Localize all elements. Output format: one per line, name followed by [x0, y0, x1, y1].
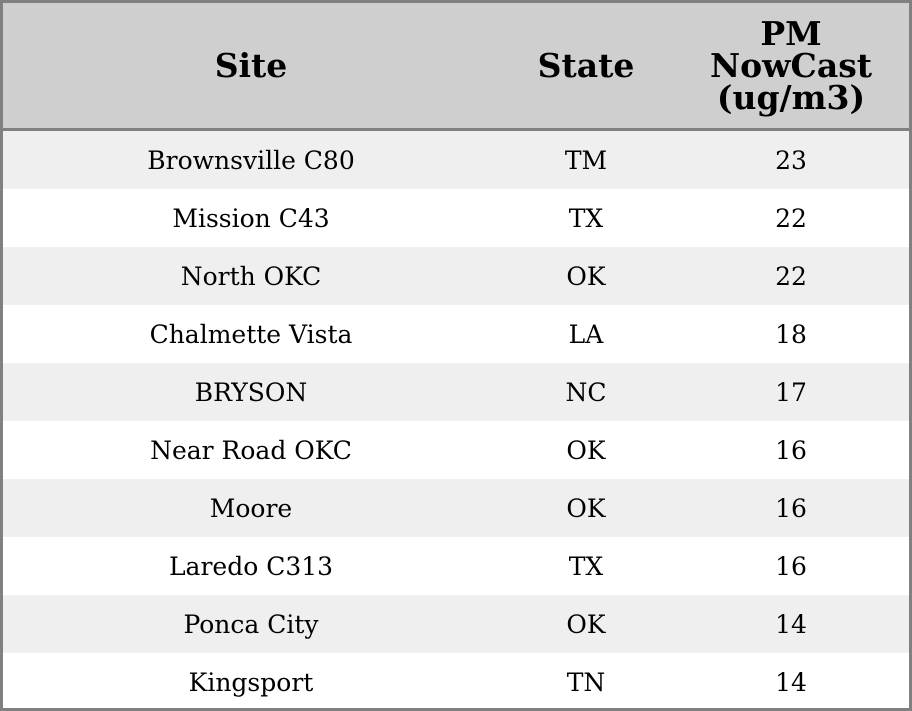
site-cell: Laredo C313	[3, 537, 499, 595]
state-cell: TN	[499, 653, 673, 708]
value-cell: 14	[673, 595, 909, 653]
value-cell: 17	[673, 363, 909, 421]
state-cell: OK	[499, 479, 673, 537]
state-cell: OK	[499, 421, 673, 479]
value-cell: 18	[673, 305, 909, 363]
value-cell: 16	[673, 537, 909, 595]
site-cell: Near Road OKC	[3, 421, 499, 479]
table-body: Brownsville C80 TM 23 Mission C43 TX 22 …	[3, 129, 909, 708]
table-row: Ponca City OK 14	[3, 595, 909, 653]
site-cell: Brownsville C80	[3, 129, 499, 189]
table-row: Laredo C313 TX 16	[3, 537, 909, 595]
value-cell: 16	[673, 421, 909, 479]
pm-nowcast-table: Site State PM NowCast (ug/m3) Brownsvill…	[3, 3, 909, 708]
state-cell: OK	[499, 595, 673, 653]
table-row: Near Road OKC OK 16	[3, 421, 909, 479]
table-row: Kingsport TN 14	[3, 653, 909, 708]
state-cell: TX	[499, 537, 673, 595]
header-pm-nowcast: PM NowCast (ug/m3)	[673, 3, 909, 131]
table-row: North OKC OK 22	[3, 247, 909, 305]
site-cell: Ponca City	[3, 595, 499, 653]
header-site: Site	[3, 3, 499, 131]
site-cell: BRYSON	[3, 363, 499, 421]
header-row: Site State PM NowCast (ug/m3)	[3, 3, 909, 131]
state-cell: TX	[499, 189, 673, 247]
value-cell: 22	[673, 247, 909, 305]
site-cell: Mission C43	[3, 189, 499, 247]
state-cell: NC	[499, 363, 673, 421]
value-cell: 23	[673, 129, 909, 189]
table-row: Chalmette Vista LA 18	[3, 305, 909, 363]
site-cell: Chalmette Vista	[3, 305, 499, 363]
state-cell: OK	[499, 247, 673, 305]
table-row: BRYSON NC 17	[3, 363, 909, 421]
table-row: Brownsville C80 TM 23	[3, 129, 909, 189]
site-cell: Moore	[3, 479, 499, 537]
state-cell: TM	[499, 129, 673, 189]
header-state: State	[499, 3, 673, 131]
table-header: Site State PM NowCast (ug/m3)	[3, 3, 909, 131]
table-row: Moore OK 16	[3, 479, 909, 537]
value-cell: 14	[673, 653, 909, 708]
site-cell: North OKC	[3, 247, 499, 305]
state-cell: LA	[499, 305, 673, 363]
site-cell: Kingsport	[3, 653, 499, 708]
value-cell: 22	[673, 189, 909, 247]
table-row: Mission C43 TX 22	[3, 189, 909, 247]
value-cell: 16	[673, 479, 909, 537]
